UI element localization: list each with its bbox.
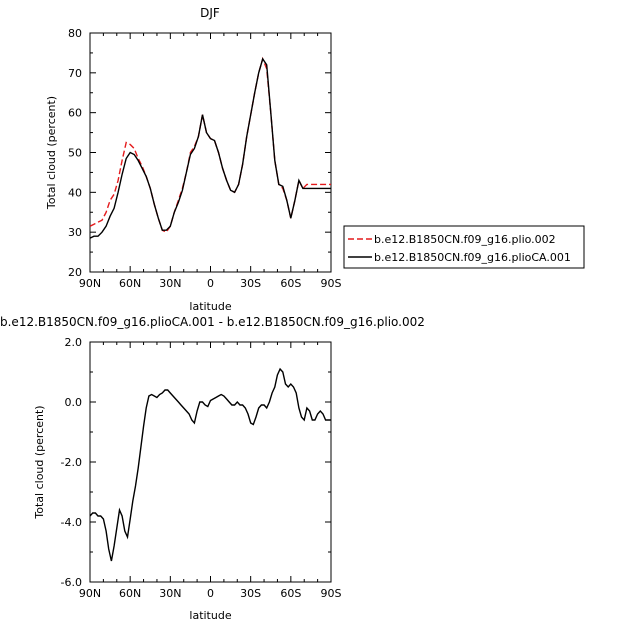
plot-frame — [89, 341, 332, 583]
x-axis-label: latitude — [189, 300, 231, 313]
chart-title: b.e12.B1850CN.f09_g16.plioCA.001 - b.e12… — [0, 315, 425, 329]
y-tick-label: 20 — [68, 266, 82, 279]
x-tick-label: 60N — [119, 587, 141, 600]
legend-label: b.e12.B1850CN.f09_g16.plioCA.001 — [374, 251, 571, 264]
x-tick-label: 60N — [119, 277, 141, 290]
legend-box — [343, 225, 585, 269]
y-tick-label: 60 — [68, 107, 82, 120]
y-tick-label: 70 — [68, 67, 82, 80]
x-tick-label: 30S — [240, 277, 261, 290]
y-tick-label: 80 — [68, 27, 82, 40]
plot-frame — [89, 32, 332, 273]
y-tick-label: -2.0 — [61, 456, 82, 469]
series-line-1 — [90, 56, 331, 234]
y-tick-label: -6.0 — [61, 576, 82, 589]
x-tick-label: 90N — [79, 277, 101, 290]
x-tick-label: 0 — [207, 587, 214, 600]
y-axis-label: Total cloud (percent) — [33, 405, 46, 519]
y-tick-label: 50 — [68, 147, 82, 160]
y-tick-label: 2.0 — [65, 336, 83, 349]
x-tick-label: 0 — [207, 277, 214, 290]
y-tick-label: 0.0 — [65, 396, 83, 409]
y-tick-label: 30 — [68, 226, 82, 239]
x-tick-label: 90S — [321, 587, 342, 600]
y-tick-label: 40 — [68, 186, 82, 199]
chart-title: DJF — [200, 6, 220, 20]
x-tick-label: 30N — [159, 587, 181, 600]
y-tick-label: -4.0 — [61, 516, 82, 529]
series-line-2 — [90, 57, 331, 239]
legend-label: b.e12.B1850CN.f09_g16.plio.002 — [374, 233, 556, 246]
x-tick-label: 60S — [280, 587, 301, 600]
x-tick-label: 60S — [280, 277, 301, 290]
y-axis-label: Total cloud (percent) — [45, 96, 58, 210]
x-axis-label: latitude — [189, 609, 231, 622]
x-tick-label: 90N — [79, 587, 101, 600]
series-line-1 — [90, 367, 331, 562]
x-tick-label: 90S — [321, 277, 342, 290]
x-tick-label: 30S — [240, 587, 261, 600]
x-tick-label: 30N — [159, 277, 181, 290]
